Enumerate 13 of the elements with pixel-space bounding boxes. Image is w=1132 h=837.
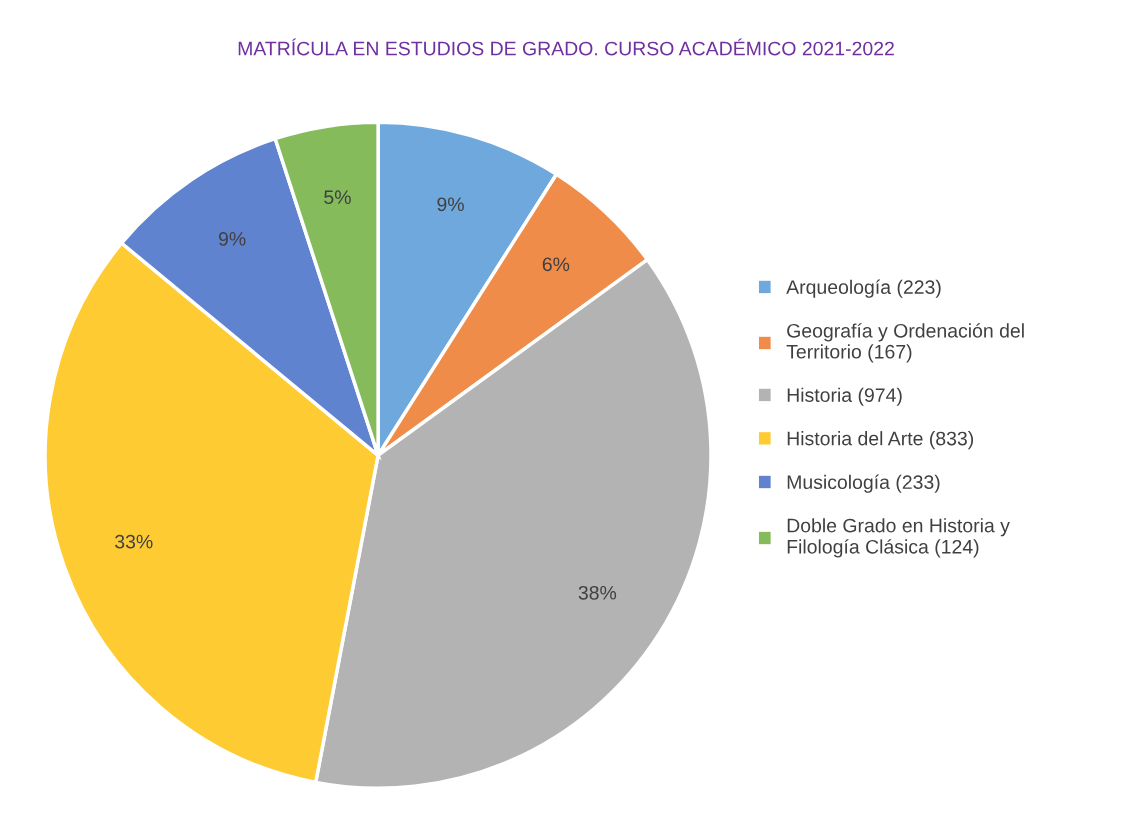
data-label: 5%	[324, 190, 351, 205]
legend-label: Musicología (233)	[787, 474, 940, 493]
data-label: 38%	[578, 585, 617, 600]
data-label: 9%	[218, 231, 246, 246]
legend-label: Geografía y Ordenación del Territorio (167)	[786, 323, 1024, 363]
legend-label: Doble Grado en Historia y Filología Clásica (124)	[787, 518, 1010, 558]
data-label: 6%	[542, 257, 570, 272]
data-label: 33%	[115, 534, 153, 549]
data-label: 9%	[437, 197, 464, 212]
chart-title: MATRÍCULA EN ESTUDIOS DE GRADO. CURSO ACADÉMICO 2021-2022	[238, 38, 894, 56]
legend-label: Historia (974)	[787, 387, 902, 406]
legend-label: Arqueología (223)	[786, 279, 941, 298]
legend-label: Historia del Arte (833)	[787, 431, 974, 450]
